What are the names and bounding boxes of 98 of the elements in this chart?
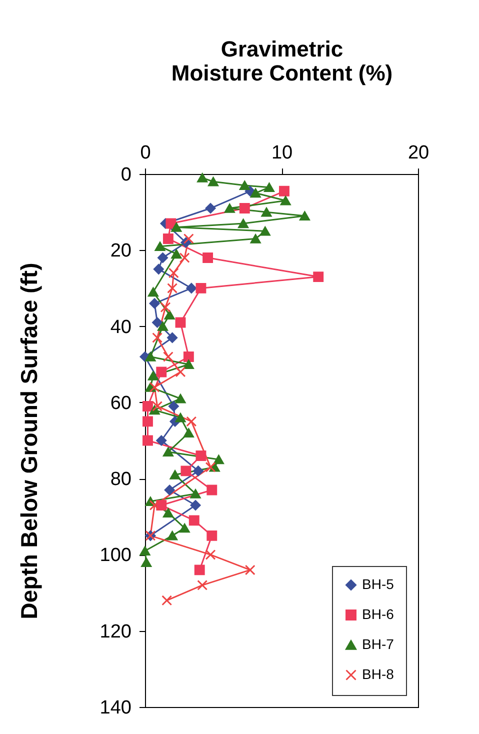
legend-label: BH-7 bbox=[362, 636, 394, 652]
point bbox=[194, 564, 205, 576]
point bbox=[180, 466, 192, 476]
point bbox=[160, 302, 171, 312]
point bbox=[280, 196, 291, 206]
y-tick-label: 0 bbox=[120, 164, 132, 186]
point bbox=[140, 546, 150, 556]
x-axis-title: Gravimetric Moisture Content (%) bbox=[171, 36, 393, 86]
point bbox=[162, 508, 174, 518]
point bbox=[179, 523, 190, 533]
point bbox=[196, 282, 206, 294]
point bbox=[299, 211, 310, 220]
y-tick-label: 60 bbox=[110, 392, 132, 414]
point bbox=[175, 413, 186, 422]
point bbox=[149, 382, 160, 392]
y-tick-label: 120 bbox=[100, 621, 132, 642]
x-tick-label: 20 bbox=[408, 142, 430, 164]
point bbox=[206, 530, 218, 541]
point bbox=[250, 188, 261, 198]
legend-label: BH-6 bbox=[362, 606, 394, 622]
point bbox=[171, 222, 182, 232]
y-tick-label: 100 bbox=[100, 545, 132, 566]
point bbox=[148, 287, 158, 297]
point bbox=[202, 252, 214, 263]
point bbox=[156, 366, 167, 378]
point bbox=[170, 470, 180, 480]
legend-label: BH-8 bbox=[362, 666, 394, 682]
point bbox=[152, 332, 163, 343]
point bbox=[197, 173, 208, 182]
point bbox=[190, 500, 201, 510]
point bbox=[152, 317, 163, 328]
point bbox=[193, 466, 204, 476]
legend-label: BH-5 bbox=[362, 576, 394, 592]
point bbox=[156, 435, 167, 446]
point bbox=[142, 435, 153, 446]
point bbox=[145, 352, 156, 362]
point bbox=[208, 176, 218, 186]
point bbox=[175, 366, 186, 378]
y-axis-title: Depth Below Ground Surface (ft) bbox=[16, 262, 42, 620]
point bbox=[196, 450, 206, 461]
point bbox=[156, 500, 167, 510]
y-tick-label: 20 bbox=[110, 240, 132, 262]
point bbox=[142, 416, 153, 427]
point bbox=[164, 310, 175, 320]
point bbox=[175, 317, 186, 328]
point bbox=[167, 332, 178, 343]
point bbox=[149, 298, 160, 309]
point bbox=[239, 180, 250, 190]
y-tick-label: 80 bbox=[110, 469, 132, 490]
point bbox=[162, 447, 174, 457]
point bbox=[205, 549, 216, 560]
point bbox=[261, 207, 272, 217]
point bbox=[279, 186, 290, 196]
point bbox=[238, 218, 248, 228]
point bbox=[168, 268, 179, 278]
point bbox=[152, 401, 163, 412]
point bbox=[162, 352, 174, 362]
point bbox=[179, 252, 190, 263]
point bbox=[197, 580, 208, 590]
point bbox=[239, 203, 250, 214]
y-tick-label: 40 bbox=[110, 316, 132, 338]
point bbox=[183, 352, 194, 362]
point bbox=[167, 282, 178, 294]
point bbox=[205, 462, 216, 472]
point bbox=[264, 182, 274, 192]
point bbox=[153, 264, 164, 274]
point bbox=[224, 204, 235, 213]
point bbox=[190, 489, 201, 498]
point bbox=[188, 515, 200, 526]
x-tick-label: 10 bbox=[271, 142, 293, 164]
point bbox=[213, 454, 224, 464]
point bbox=[162, 595, 172, 606]
point bbox=[186, 282, 197, 294]
point bbox=[250, 234, 261, 244]
point bbox=[183, 234, 194, 244]
point bbox=[183, 428, 194, 438]
point bbox=[183, 360, 194, 369]
point bbox=[167, 531, 178, 540]
point bbox=[168, 401, 179, 412]
point bbox=[149, 500, 160, 510]
point bbox=[148, 371, 158, 380]
point bbox=[313, 272, 324, 282]
point bbox=[206, 484, 218, 496]
point bbox=[154, 242, 166, 251]
point bbox=[171, 249, 182, 259]
y-tick-label: 140 bbox=[100, 698, 132, 718]
point bbox=[162, 234, 174, 244]
point bbox=[164, 484, 175, 496]
point bbox=[141, 558, 152, 567]
x-tick-label: 0 bbox=[140, 142, 151, 164]
point bbox=[244, 564, 256, 576]
point bbox=[175, 394, 186, 404]
point bbox=[186, 416, 197, 427]
point bbox=[158, 322, 168, 331]
point bbox=[142, 401, 153, 412]
point bbox=[158, 252, 168, 263]
point bbox=[260, 226, 270, 236]
point bbox=[205, 203, 216, 214]
